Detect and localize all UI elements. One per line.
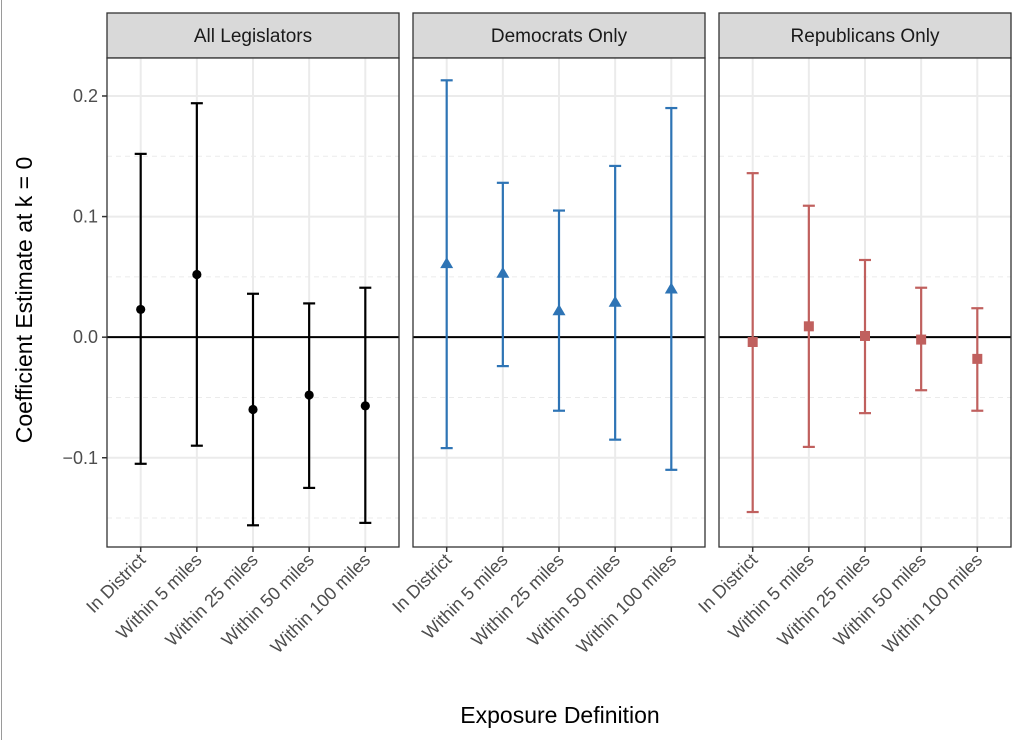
point-estimate-square [747, 336, 758, 347]
errorbar-2 [496, 181, 510, 368]
x-tick-label: Within 100 miles [267, 550, 375, 658]
errorbar-3 [247, 292, 259, 527]
errorbar-5 [971, 307, 984, 412]
errorbar-2 [190, 102, 203, 447]
point-estimate-circle [360, 401, 370, 411]
errorbar-1 [134, 152, 147, 465]
point-estimate-circle [248, 404, 258, 415]
facet-strip-label: Republicans Only [791, 26, 940, 47]
point-estimate-triangle [608, 295, 622, 307]
y-tick-label: 0.1 [73, 207, 98, 227]
point-estimate-circle [304, 390, 314, 400]
errorbar-4 [608, 164, 622, 441]
errorbar-1 [440, 79, 454, 450]
point-estimate-triangle [440, 257, 454, 269]
y-tick-label: −0.1 [62, 448, 98, 468]
image-border-line [1, 0, 2, 740]
point-estimate-square [803, 321, 814, 332]
point-estimate-square [860, 330, 870, 341]
y-tick-label: 0.2 [73, 86, 98, 106]
x-axis-title: Exposure Definition [460, 702, 659, 728]
point-estimate-triangle [552, 304, 566, 316]
errorbar-4 [303, 302, 316, 490]
point-estimate-square [972, 353, 983, 364]
point-estimate-triangle [496, 266, 510, 278]
facet-strip [718, 12, 1012, 59]
y-axis: −0.1 0.0 0.1 0.2 [62, 86, 107, 468]
x-tick-label: Within 100 miles [879, 550, 987, 658]
point-estimate-square [916, 334, 927, 345]
errorbar-3 [552, 209, 566, 412]
y-axis-title: Coefficient Estimate at k = 0 [11, 157, 37, 444]
facet-strip-label: Democrats Only [491, 26, 628, 47]
x-tick-label: Within 100 miles [573, 550, 681, 658]
errorbar-2 [802, 204, 815, 449]
point-estimate-triangle [664, 282, 678, 294]
facet-strip [412, 12, 706, 59]
errorbar-3 [859, 258, 871, 415]
facet-strip-label: All Legislators [194, 26, 312, 47]
y-tick-label: 0.0 [73, 327, 98, 347]
errorbar-1 [746, 172, 759, 514]
point-estimate-circle [136, 304, 146, 315]
errorbar-5 [664, 106, 678, 471]
errorbar-5 [359, 286, 372, 524]
point-estimate-circle [192, 269, 202, 280]
errorbar-4 [915, 286, 928, 392]
